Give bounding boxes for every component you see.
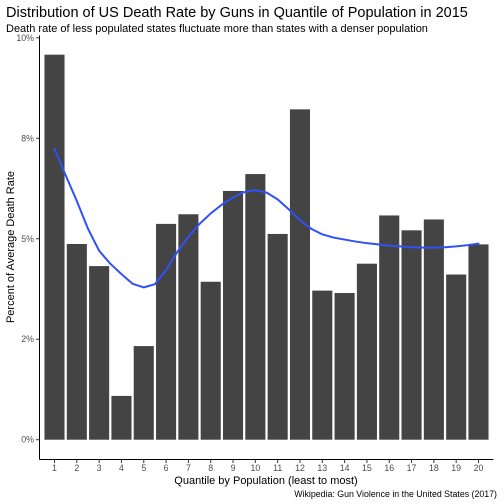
y-tick-label: 0% <box>21 435 34 445</box>
x-tick-label: 7 <box>186 463 191 473</box>
x-tick-label: 19 <box>451 463 461 473</box>
x-tick-label: 6 <box>164 463 169 473</box>
y-tick-label: 5% <box>21 234 34 244</box>
bar-4 <box>111 395 132 440</box>
x-tick-label: 1 <box>52 463 57 473</box>
bar-10 <box>245 174 266 440</box>
bar-18 <box>423 219 444 440</box>
bar-8 <box>200 281 221 440</box>
bar-13 <box>312 290 333 440</box>
x-tick-label: 20 <box>474 463 484 473</box>
bar-16 <box>379 215 400 440</box>
bar-19 <box>446 274 467 440</box>
bar-9 <box>222 190 244 440</box>
x-tick-label: 10 <box>250 463 260 473</box>
x-axis-ticks: 1 2 3 4 5 6 7 8 9 10 11 12 13 14 15 16 17 18 19 20 <box>52 459 484 473</box>
bar-12 <box>289 109 311 440</box>
x-tick-label: 5 <box>141 463 146 473</box>
x-tick-label: 2 <box>74 463 79 473</box>
x-tick-label: 9 <box>231 463 236 473</box>
x-tick-label: 4 <box>119 463 124 473</box>
chart-caption: Wikipedia: Gun Violence in the United St… <box>294 489 497 499</box>
y-axis-ticks: 0% 2% 5% 8% 10% <box>16 33 40 445</box>
bar-7 <box>178 214 199 440</box>
smooth-trend-line <box>53 147 480 289</box>
y-axis-label: Percent of Average Death Rate <box>5 171 17 323</box>
x-tick-label: 12 <box>295 463 305 473</box>
x-tick-label: 8 <box>208 463 213 473</box>
y-tick-label: 8% <box>21 133 34 143</box>
y-tick-label: 10% <box>16 33 34 43</box>
bar-15 <box>356 263 377 440</box>
x-tick-label: 18 <box>429 463 439 473</box>
y-tick-label: 2% <box>21 334 34 344</box>
bar-1 <box>44 54 65 440</box>
chart-subtitle: Death rate of less populated states fluc… <box>6 23 428 35</box>
bar-14 <box>334 293 355 440</box>
bar-3 <box>89 266 110 440</box>
x-tick-label: 13 <box>317 463 327 473</box>
chart-title: Distribution of US Death Rate by Guns in… <box>6 5 468 21</box>
bar-6 <box>156 223 177 440</box>
x-axis-label: Quantile by Population (least to most) <box>174 475 357 487</box>
bar-20 <box>468 244 489 440</box>
x-tick-label: 11 <box>273 463 282 473</box>
bar-17 <box>401 230 422 440</box>
x-tick-label: 16 <box>384 463 394 473</box>
bar-5 <box>133 346 154 440</box>
x-tick-label: 3 <box>97 463 102 473</box>
bar-11 <box>267 233 288 440</box>
bar-2 <box>66 243 87 440</box>
plot-area <box>44 54 489 440</box>
x-tick-label: 15 <box>362 463 372 473</box>
x-tick-label: 17 <box>407 463 417 473</box>
x-tick-label: 14 <box>340 463 350 473</box>
